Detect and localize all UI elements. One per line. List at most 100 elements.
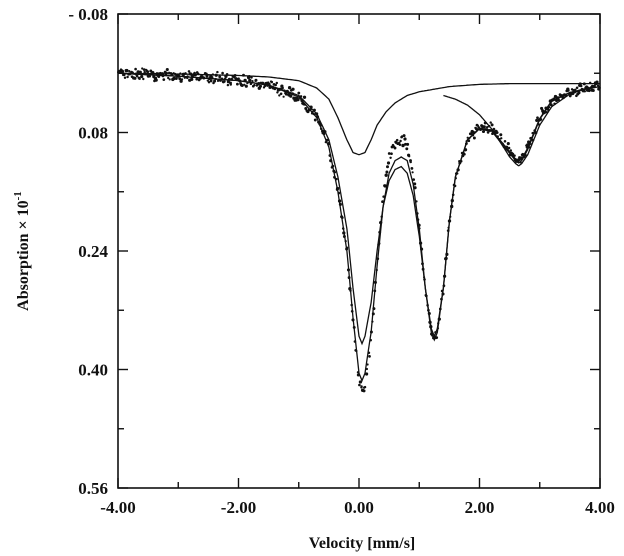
data-point	[281, 86, 284, 90]
data-point	[436, 327, 440, 330]
data-point	[420, 247, 424, 251]
data-point	[492, 127, 496, 131]
data-point	[254, 78, 258, 82]
data-point	[441, 292, 445, 296]
data-point	[474, 127, 478, 131]
data-point	[582, 82, 586, 86]
data-point	[502, 145, 506, 149]
data-point	[304, 106, 308, 111]
data-points	[117, 67, 601, 393]
data-point	[398, 141, 401, 144]
data-point	[490, 123, 494, 127]
data-point	[365, 372, 369, 376]
data-point	[477, 126, 480, 129]
data-point	[356, 371, 360, 374]
data-point	[309, 105, 313, 109]
data-point	[312, 112, 316, 116]
data-point	[299, 95, 303, 98]
data-point	[216, 70, 219, 74]
data-point	[485, 128, 489, 132]
data-point	[440, 289, 444, 293]
data-point	[442, 274, 447, 278]
data-point	[360, 385, 363, 388]
data-point	[463, 148, 468, 152]
data-point	[345, 246, 349, 249]
data-point	[549, 103, 553, 107]
data-point	[174, 76, 178, 81]
data-point	[579, 84, 583, 88]
data-point	[247, 75, 251, 78]
data-point	[223, 80, 226, 83]
data-point	[207, 81, 211, 84]
data-point	[375, 268, 378, 272]
data-point	[453, 184, 457, 188]
data-point	[524, 153, 527, 157]
data-point	[242, 73, 245, 77]
data-point	[279, 92, 283, 96]
x-tick-label: -4.00	[100, 498, 135, 517]
data-point	[382, 195, 385, 198]
data-point	[557, 98, 560, 102]
data-point	[429, 325, 433, 329]
data-point	[194, 73, 197, 77]
data-point	[251, 80, 254, 83]
data-point	[459, 159, 463, 163]
data-point	[456, 168, 460, 172]
data-point	[274, 83, 277, 87]
data-point	[399, 139, 402, 143]
data-point	[575, 86, 579, 90]
data-point	[314, 112, 319, 116]
data-point	[386, 165, 389, 169]
data-point	[273, 87, 277, 91]
data-point	[352, 325, 356, 329]
data-point	[148, 75, 152, 78]
data-point	[186, 75, 189, 78]
data-point	[355, 349, 358, 353]
data-point	[566, 88, 570, 92]
x-tick-label: 4.00	[585, 498, 615, 517]
data-point	[416, 218, 420, 222]
data-point	[275, 81, 279, 85]
data-point	[236, 82, 239, 86]
data-point	[381, 200, 384, 204]
data-point	[319, 127, 323, 131]
data-point	[371, 320, 374, 323]
data-point	[213, 79, 217, 83]
data-point	[489, 121, 492, 124]
data-point	[315, 115, 320, 119]
data-point	[535, 118, 539, 122]
data-point	[346, 268, 351, 272]
data-point	[296, 97, 300, 102]
data-point	[437, 317, 441, 321]
data-point	[498, 138, 501, 141]
data-point	[423, 278, 426, 281]
data-point	[449, 215, 452, 218]
data-point	[373, 289, 377, 293]
data-point	[134, 67, 137, 71]
data-point	[311, 110, 314, 114]
data-point	[491, 132, 494, 135]
data-point	[313, 118, 317, 122]
data-point	[327, 142, 331, 146]
data-point	[588, 81, 592, 85]
data-point	[161, 72, 164, 75]
data-point	[340, 216, 344, 219]
data-point	[444, 256, 448, 260]
data-point	[378, 230, 382, 234]
data-point	[350, 303, 353, 307]
data-point	[504, 145, 509, 149]
data-point	[598, 86, 601, 90]
data-point	[398, 143, 402, 147]
data-point	[454, 177, 457, 180]
data-point	[442, 284, 446, 288]
data-point	[128, 69, 131, 73]
data-point	[438, 307, 442, 311]
data-point	[230, 77, 234, 81]
data-point	[377, 242, 381, 245]
data-point	[290, 92, 295, 96]
data-point	[573, 90, 576, 94]
data-point	[237, 77, 240, 80]
data-point	[187, 70, 191, 73]
data-point	[402, 134, 406, 138]
data-point	[506, 148, 509, 151]
